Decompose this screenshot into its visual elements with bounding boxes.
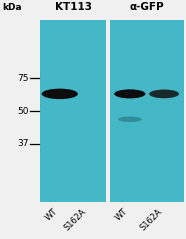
Bar [40,20,106,202]
Text: KT113: KT113 [54,2,92,12]
Ellipse shape [149,90,179,98]
Text: S162A: S162A [62,207,88,232]
Text: 50: 50 [17,107,28,116]
Text: 37: 37 [17,139,28,148]
Bar [110,20,184,202]
Text: α-GFP: α-GFP [130,2,164,12]
Ellipse shape [118,117,142,122]
Ellipse shape [42,89,78,99]
Text: S162A: S162A [139,207,164,232]
Text: WT: WT [44,207,60,223]
Text: 75: 75 [17,74,28,83]
Ellipse shape [114,89,145,98]
Text: WT: WT [114,207,130,223]
Text: kDa: kDa [2,3,22,12]
